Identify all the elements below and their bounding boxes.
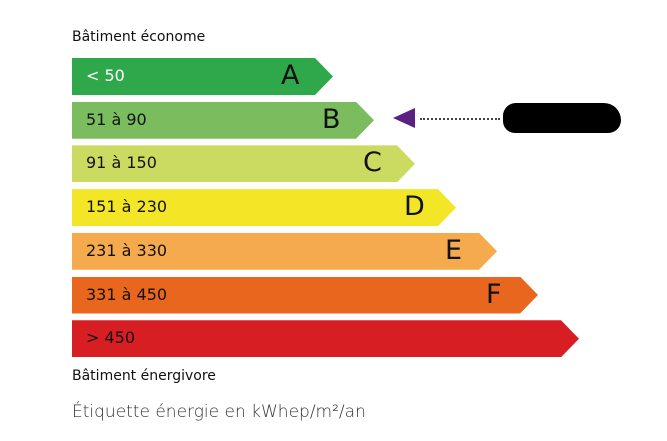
energy-class-bar-f: 331 à 450 F [72,276,538,314]
class-range: 51 à 90 [86,109,147,129]
energy-class-bar-b: 51 à 90 B [72,101,374,139]
caption: Étiquette énergie en kWhep/m²/an [72,402,366,422]
class-range: 151 à 230 [86,197,168,217]
class-letter: C [363,147,382,179]
class-letter: E [445,234,463,266]
energy-class-bar-d: 151 à 230 D [72,189,456,227]
class-letter: D [404,191,425,223]
class-range: 231 à 330 [86,240,168,260]
class-range: > 450 [86,328,136,348]
redacted-value [503,103,621,133]
class-range: 91 à 150 [86,153,157,173]
class-letter: A [281,60,300,91]
class-range: < 50 [86,66,125,85]
label-energy-intensive: Bâtiment énergivore [72,368,216,384]
energy-class-bar-e: 231 à 330 E [72,232,497,270]
energy-class-bar-a: < 50 A [72,58,333,95]
indicator-dotted-line [420,118,500,120]
energy-class-bar-g: > 450 [72,320,579,358]
class-letter: B [322,103,341,135]
label-economical: Bâtiment économe [72,29,206,45]
indicator-arrow-icon [393,108,415,128]
class-letter: F [486,278,502,310]
class-range: 331 à 450 [86,284,168,304]
energy-class-bar-c: 91 à 150 C [72,145,415,183]
